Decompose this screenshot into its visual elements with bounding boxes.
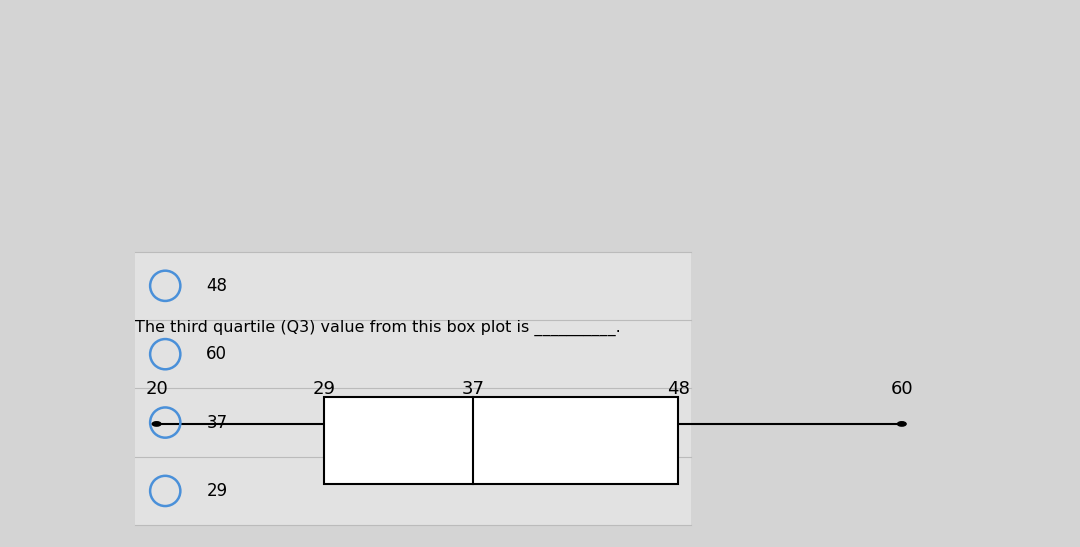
Circle shape <box>897 422 906 426</box>
Bar <box>135 388 691 457</box>
Text: 37: 37 <box>462 380 485 398</box>
Text: 48: 48 <box>206 277 227 295</box>
Bar <box>324 397 678 484</box>
Text: 29: 29 <box>206 482 228 500</box>
Circle shape <box>152 422 161 426</box>
Bar <box>135 320 691 388</box>
Text: 60: 60 <box>891 380 913 398</box>
Text: 29: 29 <box>313 380 336 398</box>
Text: 48: 48 <box>666 380 690 398</box>
Bar <box>135 457 691 525</box>
Text: The third quartile (Q3) value from this box plot is __________.: The third quartile (Q3) value from this … <box>135 320 621 336</box>
Text: 20: 20 <box>145 380 168 398</box>
Text: 60: 60 <box>206 345 227 363</box>
Text: 37: 37 <box>206 414 228 432</box>
Bar <box>135 252 691 320</box>
